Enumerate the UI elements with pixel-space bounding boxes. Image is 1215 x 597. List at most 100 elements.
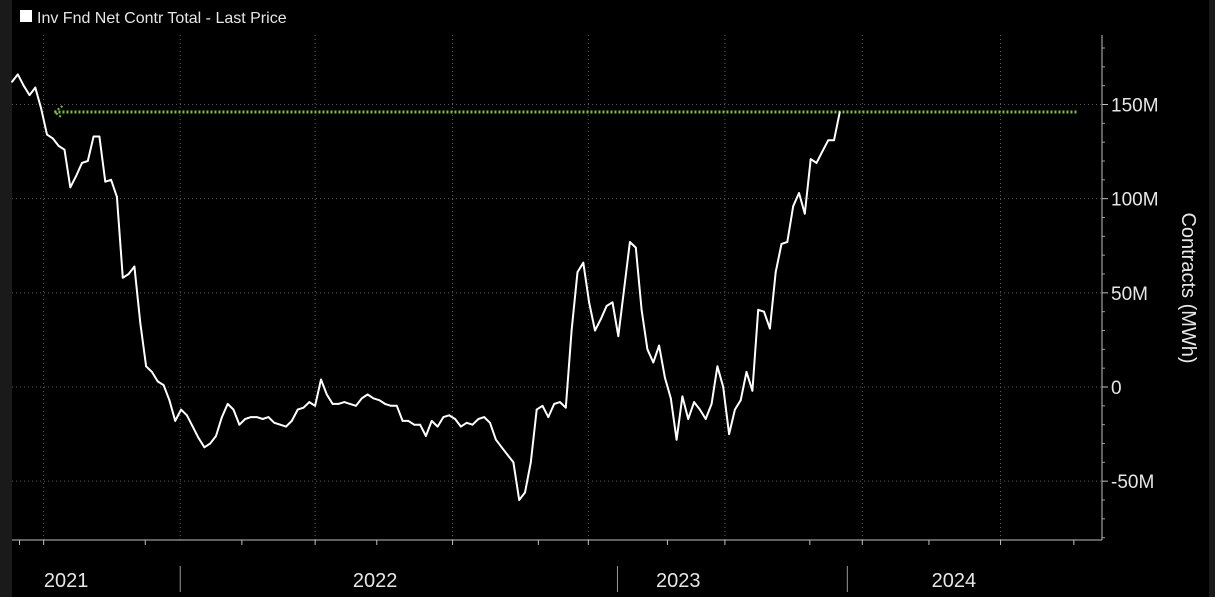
data-point [774, 271, 777, 274]
data-point [395, 404, 398, 407]
data-point [599, 318, 602, 321]
left-frame-edge [0, 0, 12, 597]
data-point [191, 425, 194, 428]
data-point [471, 423, 474, 426]
data-point [582, 261, 585, 264]
data-point [617, 335, 620, 338]
data-point [605, 305, 608, 307]
data-point [209, 442, 212, 445]
y-tick-label: 100M [1111, 190, 1159, 211]
data-point [384, 403, 386, 405]
x-tick-label: 2021 [44, 570, 89, 592]
data-point [267, 416, 270, 419]
data-point [401, 420, 404, 422]
data-point [197, 436, 200, 439]
data-point [407, 420, 410, 422]
data-point [232, 408, 235, 411]
data-point [110, 178, 113, 181]
data-point [16, 73, 19, 76]
data-point [308, 401, 311, 403]
y-tick-label: 0 [1111, 378, 1122, 399]
data-point [40, 107, 43, 110]
data-point [570, 329, 573, 332]
y-tick-label: 150M [1111, 96, 1159, 117]
data-point [360, 397, 363, 400]
data-point [290, 420, 293, 422]
data-point [320, 378, 322, 381]
data-point [658, 344, 660, 347]
data-point [559, 401, 561, 403]
reference-arrow-icon [52, 105, 64, 119]
data-point [244, 418, 247, 420]
data-point [780, 242, 783, 245]
data-point [640, 308, 643, 311]
data-point [390, 404, 392, 407]
data-point [92, 135, 95, 138]
data-point [518, 499, 521, 501]
data-point [757, 308, 760, 311]
data-point [763, 310, 765, 313]
data-point [11, 81, 13, 83]
data-point [629, 241, 631, 243]
legend-swatch [20, 10, 32, 22]
data-point [337, 403, 340, 405]
legend-label: Inv Fnd Net Contr Total - Last Price [37, 10, 287, 27]
data-point [162, 384, 165, 387]
data-point [81, 161, 83, 164]
data-point [838, 111, 841, 113]
data-point [279, 423, 282, 426]
legend: Inv Fnd Net Contr Total - Last Price [20, 10, 287, 27]
data-point [821, 150, 824, 153]
data-point [273, 421, 276, 424]
data-point [768, 327, 771, 330]
data-point [739, 399, 742, 402]
data-point [564, 406, 567, 409]
right-frame-edge [1209, 0, 1215, 597]
data-point [255, 416, 258, 419]
data-point [22, 84, 25, 87]
data-point [833, 139, 835, 142]
data-point [34, 86, 37, 89]
data-point [535, 408, 538, 411]
data-point [28, 94, 31, 96]
data-point [46, 133, 48, 136]
data-point [803, 212, 806, 215]
data-point [669, 397, 672, 400]
data-point [547, 416, 550, 419]
data-point [250, 416, 252, 419]
data-point [116, 195, 118, 198]
data-point [413, 423, 416, 426]
axes: 150M 100M 50M 0 -50M 2021 2022 2023 2024 [12, 35, 1159, 592]
data-point [611, 301, 614, 304]
data-point [576, 271, 579, 274]
data-point [733, 408, 736, 411]
data-point [442, 416, 445, 419]
data-point [716, 365, 719, 368]
data-point [430, 420, 433, 422]
data-point [722, 386, 725, 388]
data-point [745, 371, 748, 373]
data-point [529, 461, 532, 464]
data-point [704, 418, 707, 420]
data-point [325, 393, 328, 396]
data-point [145, 365, 147, 368]
data-point [506, 453, 509, 456]
data-point [489, 421, 491, 424]
data-point [448, 414, 451, 417]
data-point [459, 425, 462, 428]
data-point [710, 403, 713, 405]
data-point [646, 348, 649, 351]
data-point [302, 406, 305, 409]
data-point [366, 393, 369, 396]
data-point [512, 461, 515, 464]
data-point [372, 397, 375, 400]
data-point [652, 361, 655, 364]
data-point [296, 408, 299, 411]
data-point [314, 404, 317, 407]
data-point [751, 389, 754, 392]
data-point [477, 418, 480, 420]
data-point [139, 322, 142, 324]
data-point [69, 186, 72, 189]
data-point [436, 425, 439, 428]
